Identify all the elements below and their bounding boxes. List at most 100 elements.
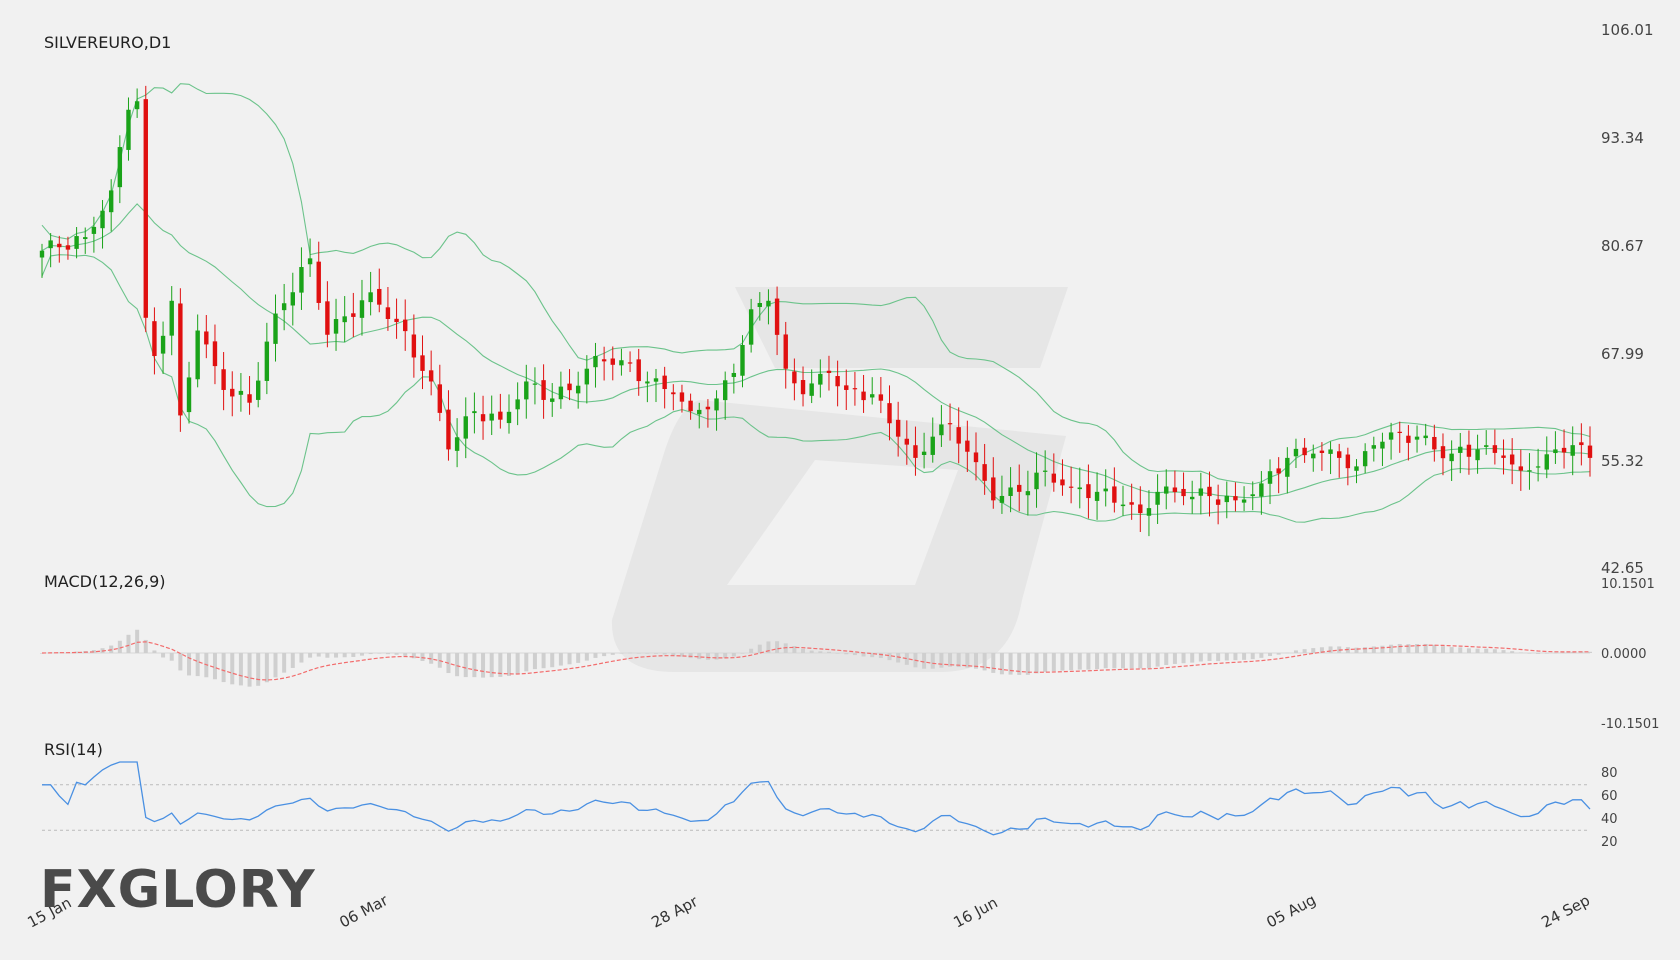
candle <box>178 288 183 432</box>
candle <box>428 350 434 396</box>
candle-body <box>1276 468 1281 474</box>
macd-histogram-bar <box>1466 648 1471 653</box>
fxglory-logo: FXGLORY <box>40 860 316 920</box>
macd-histogram-bar <box>636 653 641 654</box>
macd-histogram-bar <box>212 653 217 680</box>
macd-histogram-bar <box>775 641 780 653</box>
candle <box>1241 486 1247 512</box>
candle-body <box>290 292 295 306</box>
candle-body <box>645 381 650 384</box>
candle-body <box>1094 491 1100 501</box>
candle <box>861 374 866 413</box>
macd-histogram-bar <box>939 653 944 668</box>
candle <box>930 417 935 463</box>
x-tick-label: 06 Mar <box>336 891 391 932</box>
candle <box>1233 482 1238 512</box>
macd-histogram-bar <box>1432 644 1437 653</box>
macd-histogram-bar <box>948 653 953 667</box>
macd-histogram-bar <box>628 652 633 654</box>
candle <box>705 399 711 428</box>
candle-body <box>117 147 123 188</box>
candle <box>247 376 252 415</box>
candle <box>870 377 875 405</box>
candle-body <box>1181 488 1186 497</box>
macd-histogram-bar <box>835 653 840 654</box>
candle-body <box>567 383 572 391</box>
macd-histogram-bar <box>1484 648 1489 653</box>
candle <box>1458 432 1463 474</box>
macd-histogram-bar <box>256 653 261 686</box>
macd-histogram-bar <box>1354 647 1359 653</box>
candle <box>558 371 564 409</box>
candle <box>134 88 140 118</box>
candle-body <box>532 383 538 385</box>
candle <box>1112 467 1117 513</box>
macd-histogram-bar <box>1017 653 1022 675</box>
candle-body <box>947 423 953 425</box>
macd-histogram-bar <box>455 653 460 677</box>
candle <box>403 299 408 351</box>
macd-histogram-bar <box>247 653 252 687</box>
macd-y-tick-label: 10.1501 <box>1601 577 1655 592</box>
candle-body <box>593 355 598 368</box>
macd-y-tick-label: 0.0000 <box>1601 647 1647 662</box>
candle-body <box>108 190 114 213</box>
candle-body <box>662 375 667 390</box>
candle <box>1060 459 1065 496</box>
candle <box>472 392 477 434</box>
candle <box>1198 472 1204 515</box>
macd-series <box>40 629 1592 687</box>
candle-body <box>1561 447 1567 453</box>
macd-histogram-bar <box>1311 648 1316 653</box>
macd-histogram-bar <box>1588 651 1592 653</box>
candle <box>1570 426 1575 476</box>
candle-body <box>65 245 71 250</box>
rsi-y-tick-label: 60 <box>1601 789 1618 804</box>
macd-signal-line <box>41 641 1590 681</box>
candle <box>904 420 910 465</box>
macd-histogram-bar <box>1103 653 1108 669</box>
macd-histogram-bar <box>1250 653 1255 660</box>
candle-body <box>100 210 105 229</box>
candle-body <box>333 319 339 334</box>
candle <box>108 179 114 232</box>
candle <box>1501 439 1506 475</box>
candle-body <box>783 334 788 369</box>
macd-histogram-bar <box>766 641 771 653</box>
candle-body <box>818 373 823 385</box>
macd-histogram-bar <box>826 651 831 653</box>
candle-body <box>1449 453 1454 462</box>
macd-histogram-bar <box>152 650 157 653</box>
macd-histogram-bar <box>169 653 174 661</box>
macd-histogram-bar <box>610 653 615 655</box>
candle-body <box>1042 470 1048 472</box>
candle-body <box>1207 486 1212 497</box>
candle-body <box>1077 487 1082 490</box>
y-tick-label: 106.01 <box>1601 21 1654 39</box>
candle-body <box>489 413 494 421</box>
macd-histogram-bar <box>325 653 330 658</box>
candle-body <box>999 495 1005 503</box>
candle-body <box>1484 445 1489 447</box>
macd-histogram-bar <box>238 653 243 686</box>
macd-histogram-bar <box>506 653 511 676</box>
bollinger-upper-line <box>41 83 1591 485</box>
candle-body <box>411 334 417 358</box>
candle-body <box>299 267 304 293</box>
candle-body <box>498 411 503 420</box>
candle <box>1388 422 1394 460</box>
candle <box>1406 425 1411 461</box>
candle-body <box>1146 508 1152 516</box>
macd-histogram-bar <box>1164 653 1169 665</box>
candle-body <box>57 243 62 248</box>
candle-body <box>1406 435 1411 443</box>
candle-body <box>939 424 944 436</box>
candle <box>1362 443 1368 474</box>
macd-histogram-bar <box>1319 647 1324 653</box>
candle-body <box>264 341 270 381</box>
candle <box>221 352 226 411</box>
candle-body <box>368 292 373 303</box>
candle-body <box>792 371 797 384</box>
candle-body <box>1198 488 1204 496</box>
candle-body <box>1103 488 1108 492</box>
